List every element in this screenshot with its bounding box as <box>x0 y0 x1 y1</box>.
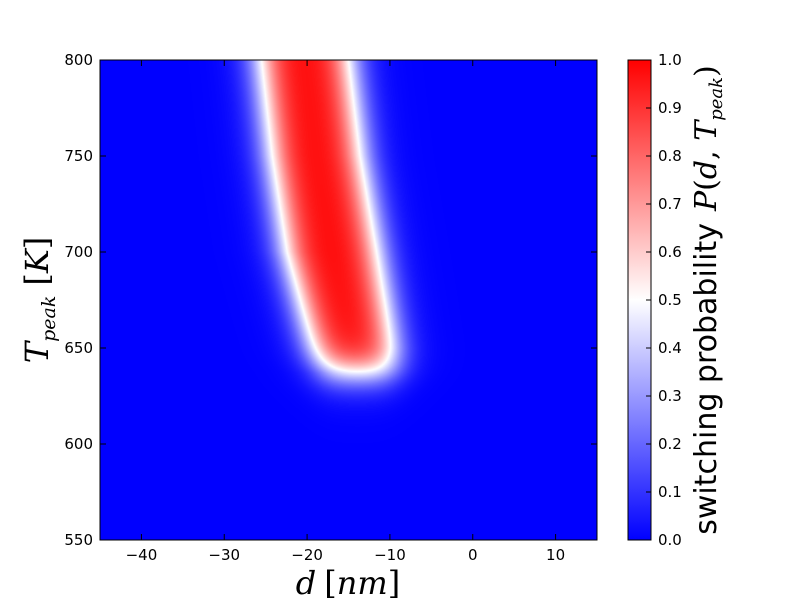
x-tick-label: −30 <box>208 546 240 564</box>
colorbar-tick-label: 0.7 <box>658 195 682 213</box>
x-ticks: −40 −30 −20 −10 0 10 <box>126 60 565 564</box>
x-label-var: d <box>296 564 316 600</box>
svg-text:switching probabilityP(d, Tpea: switching probabilityP(d, Tpeak) <box>689 65 727 535</box>
colorbar-label: switching probabilityP(d, Tpeak) <box>689 65 727 535</box>
colorbar-tick-label: 1.0 <box>658 51 682 69</box>
heatmap-image <box>100 60 597 540</box>
y-tick-label: 700 <box>64 243 93 261</box>
x-label-unit: nm <box>337 564 388 600</box>
y-tick-label: 750 <box>64 147 93 165</box>
y-tick-label: 650 <box>64 339 93 357</box>
x-tick-label: −20 <box>291 546 323 564</box>
y-label-var: T <box>18 339 56 363</box>
colorbar-ticks: 0.0 0.1 0.2 0.3 0.4 0.5 0.6 0.7 0.8 0.9 1.0 <box>646 51 682 549</box>
colorbar-label-text: switching probability <box>689 223 724 535</box>
colorbar-tick-label: 0.4 <box>658 339 682 357</box>
y-label-sub: peak <box>38 296 60 342</box>
y-label-unit: K <box>18 247 56 274</box>
x-tick-label: −40 <box>126 546 158 564</box>
colorbar-tick-label: 0.0 <box>658 531 682 549</box>
colorbar-tick-label: 0.8 <box>658 147 682 165</box>
colorbar-tick-label: 0.9 <box>658 99 682 117</box>
colorbar-tick-label: 0.6 <box>658 243 682 261</box>
x-tick-label: 0 <box>468 546 478 564</box>
y-tick-label: 800 <box>64 51 93 69</box>
colorbar-tick-label: 0.2 <box>658 435 682 453</box>
y-ticks: 550 600 650 700 750 800 <box>64 51 597 549</box>
colorbar-tick-label: 0.3 <box>658 387 682 405</box>
colorbar-tick-label: 0.1 <box>658 483 682 501</box>
x-tick-label: −10 <box>374 546 406 564</box>
y-axis-label: Tpeak[K] <box>18 237 60 363</box>
y-tick-label: 550 <box>64 531 93 549</box>
colorbar-tick-label: 0.5 <box>658 291 682 309</box>
x-axis-label: d [nm] <box>296 564 400 600</box>
y-tick-label: 600 <box>64 435 93 453</box>
x-tick-label: 10 <box>546 546 565 564</box>
plot-frame <box>99 59 598 541</box>
